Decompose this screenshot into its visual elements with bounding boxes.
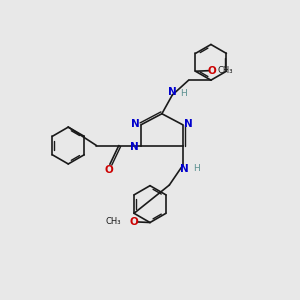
Text: H: H — [193, 164, 200, 173]
Text: N: N — [131, 118, 140, 128]
Text: CH₃: CH₃ — [218, 66, 233, 75]
Text: O: O — [208, 66, 217, 76]
Text: O: O — [105, 165, 113, 175]
Text: N: N — [168, 87, 177, 97]
Text: H: H — [180, 89, 187, 98]
Text: N: N — [180, 164, 189, 174]
Text: O: O — [130, 217, 139, 227]
Text: N: N — [130, 142, 139, 152]
Text: N: N — [184, 118, 193, 128]
Text: CH₃: CH₃ — [106, 218, 121, 226]
